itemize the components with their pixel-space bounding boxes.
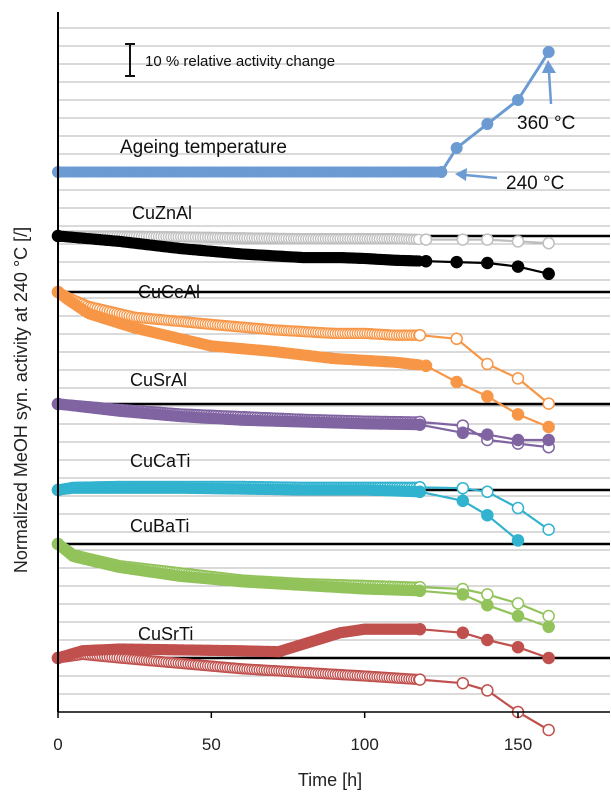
series-label-cubati: CuBaTi xyxy=(130,516,189,536)
series-cusrti-filled-point xyxy=(542,651,555,665)
temperature-point xyxy=(435,166,448,178)
series-cusral-filled xyxy=(51,397,555,447)
y-axis-title: Normalized MeOH syn. activity at 240 °C … xyxy=(11,227,31,573)
axes: 0 50 100 150 xyxy=(53,12,610,754)
series-cuznal-open-point xyxy=(481,233,494,246)
series-cubati-open-point xyxy=(542,609,555,623)
series-label-cucati: CuCaTi xyxy=(130,451,190,471)
series-cubati-filled-point xyxy=(413,584,427,598)
temperature-point xyxy=(512,94,524,106)
x-tick-label: 100 xyxy=(350,735,378,754)
scale-bar-label: 10 % relative activity change xyxy=(145,53,335,70)
series-label-cusrti: CuSrTi xyxy=(138,624,193,644)
series-cusrti-filled xyxy=(51,622,555,665)
series-cuceal-open-point xyxy=(511,372,525,385)
temperature-arrows xyxy=(455,60,556,181)
series-cusrti-open-point xyxy=(413,673,427,686)
series-cuznal-filled-point xyxy=(419,254,433,268)
series-cubati-filled-point xyxy=(511,609,525,623)
series-cuceal-open-point xyxy=(542,397,555,410)
series-cucati-open-point xyxy=(481,485,494,499)
series-cucati-filled-point xyxy=(456,494,470,508)
series-cusrti-filled-point xyxy=(481,633,494,647)
series-temperature xyxy=(52,46,555,178)
temperature-point xyxy=(542,46,555,58)
series-cucati-filled-point xyxy=(413,485,427,499)
series-cusrti-open-point xyxy=(481,684,494,697)
series-label-cuceal: CuCeAl xyxy=(138,282,200,302)
series-cuznal-filled-point xyxy=(481,256,494,270)
series-cusrti-open xyxy=(51,648,555,737)
x-tick-label: 0 xyxy=(53,735,62,754)
temperature-end-label: 360 °C xyxy=(517,113,575,134)
series-cusrti-filled-point xyxy=(456,626,470,640)
series-cubati-open-point xyxy=(481,588,494,601)
temperature-label: Ageing temperature xyxy=(120,137,287,158)
series-cuznal-filled-point xyxy=(542,267,555,281)
series-cuceal-open-point xyxy=(481,357,494,371)
series-label-cuznal: CuZnAl xyxy=(132,203,192,223)
series-cusrti-open-point xyxy=(456,676,470,690)
series-cusral-filled-point xyxy=(511,433,525,447)
series-cusral-filled-point xyxy=(542,433,555,447)
series-cusral-filled-point xyxy=(413,418,427,431)
series-cucati-filled-point xyxy=(481,508,494,522)
series-cuceal-open-point xyxy=(450,332,463,346)
series-cuceal-filled xyxy=(51,285,555,434)
series-cuceal-open-point xyxy=(413,328,427,342)
temperature-point xyxy=(450,142,463,154)
series-cuceal-filled-point xyxy=(481,390,494,403)
series-cucati-filled-point xyxy=(511,534,525,547)
series-cubati-filled-point xyxy=(542,620,555,634)
series-cusrti-open-point xyxy=(542,723,555,737)
scale-bar xyxy=(125,43,135,77)
temperature-point xyxy=(481,118,494,130)
series-cusrti-filled-point xyxy=(413,622,427,636)
series-cuznal-open-point xyxy=(542,236,555,250)
series-cusral-filled-point xyxy=(481,428,494,441)
series-cucati-filled xyxy=(51,482,525,547)
series-cubati-filled-point xyxy=(456,588,470,601)
series-cuceal-filled-point xyxy=(511,408,525,421)
series-cuceal-filled-point xyxy=(419,359,433,373)
data-series xyxy=(51,46,555,737)
series-cuznal-filled-point xyxy=(450,255,463,269)
series-cucati-open-point xyxy=(542,523,555,536)
temperature-start-label: 240 °C xyxy=(506,173,564,194)
series-cusrti-open-line xyxy=(57,653,550,731)
series-cuceal-open xyxy=(51,285,555,410)
series-cuznal-open-point xyxy=(419,233,433,246)
x-tick-label: 150 xyxy=(504,735,532,754)
series-cucati-open-point xyxy=(511,501,525,515)
series-cuceal-filled-point xyxy=(542,420,555,434)
series-cubati-filled xyxy=(51,537,555,634)
series-cuznal-open-point xyxy=(456,233,470,246)
series-cubati-filled-point xyxy=(481,598,494,612)
series-cuznal-filled-point xyxy=(511,260,525,273)
series-cuceal-filled-point xyxy=(450,375,463,389)
series-cuznal-open-point xyxy=(511,235,525,248)
x-axis-title: Time [h] xyxy=(298,770,362,790)
x-tick-label: 50 xyxy=(202,735,221,754)
series-cucati-open-point xyxy=(456,481,470,495)
series-cusrti-filled-point xyxy=(511,640,525,654)
series-label-cusral: CuSrAl xyxy=(130,370,187,390)
series-cubati-open-point xyxy=(511,597,525,610)
series-cusral-filled-point xyxy=(456,426,470,440)
